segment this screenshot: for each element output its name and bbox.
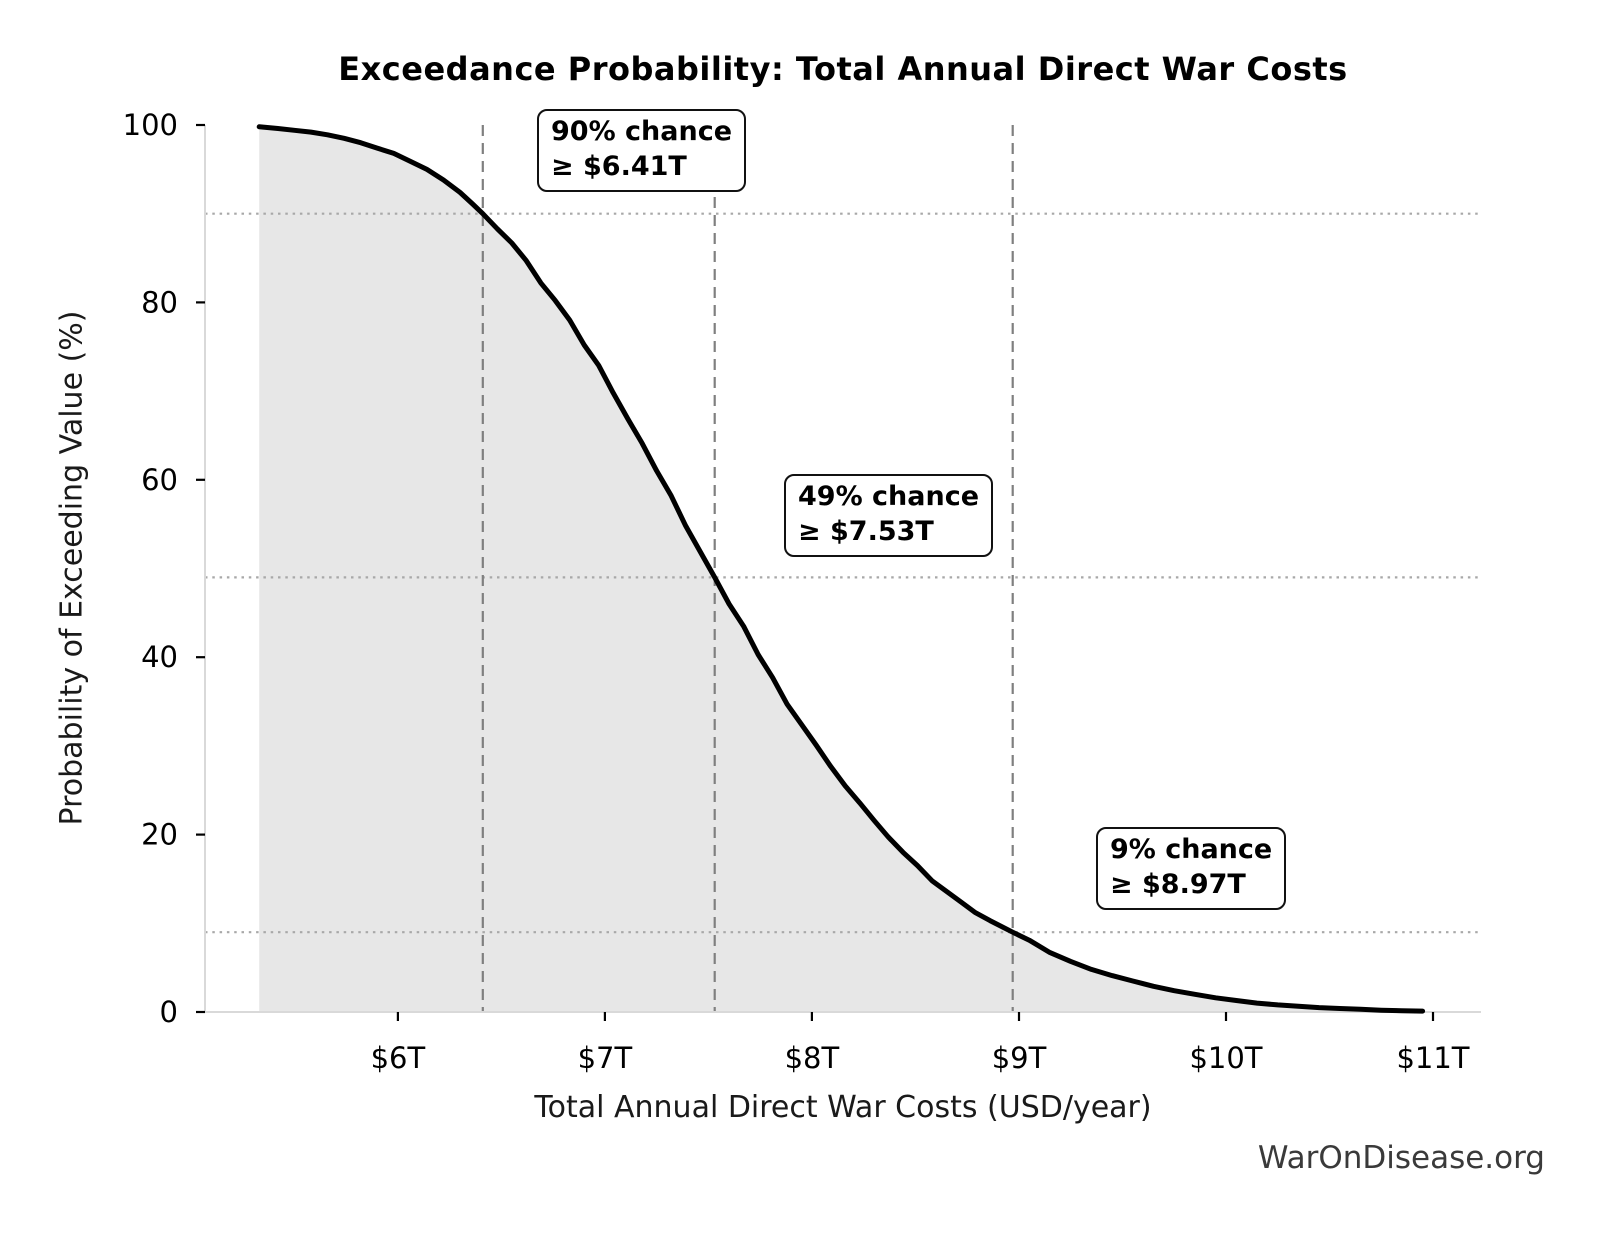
x-tick-label: $7T xyxy=(578,1041,633,1075)
annotation-box-9pct: 9% chance ≥ $8.97T xyxy=(1096,827,1287,910)
x-tick-label: $10T xyxy=(1189,1041,1262,1075)
x-tick-label: $8T xyxy=(785,1041,840,1075)
chart-title: Exceedance Probability: Total Annual Dir… xyxy=(338,50,1348,88)
x-tick-label: $6T xyxy=(371,1041,426,1075)
x-tick-label: $11T xyxy=(1396,1041,1469,1075)
y-axis-label: Probability of Exceeding Value (%) xyxy=(54,310,90,826)
annotation-box-90pct: 90% chance ≥ $6.41T xyxy=(537,109,747,192)
watermark: WarOnDisease.org xyxy=(1257,1140,1545,1176)
y-tick-label: 100 xyxy=(123,108,178,142)
annotation-line1: 49% chance xyxy=(798,481,980,512)
y-tick-label: 0 xyxy=(160,995,178,1029)
y-tick-label: 60 xyxy=(141,463,178,497)
y-tick-label: 20 xyxy=(141,818,178,852)
annotation-line1: 90% chance xyxy=(551,116,733,147)
x-tick-label: $9T xyxy=(992,1041,1047,1075)
annotation-line2: ≥ $6.41T xyxy=(551,151,687,182)
y-tick-label: 40 xyxy=(141,640,178,674)
annotation-box-49pct: 49% chance ≥ $7.53T xyxy=(784,474,994,557)
annotation-line2: ≥ $8.97T xyxy=(1110,869,1246,900)
annotation-line2: ≥ $7.53T xyxy=(798,516,934,547)
area-fill xyxy=(259,126,1423,1013)
x-axis-label: Total Annual Direct War Costs (USD/year) xyxy=(534,1090,1152,1125)
annotation-line1: 9% chance xyxy=(1110,834,1273,865)
y-tick-label: 80 xyxy=(141,285,178,319)
exceedance-curve xyxy=(256,124,1426,1014)
